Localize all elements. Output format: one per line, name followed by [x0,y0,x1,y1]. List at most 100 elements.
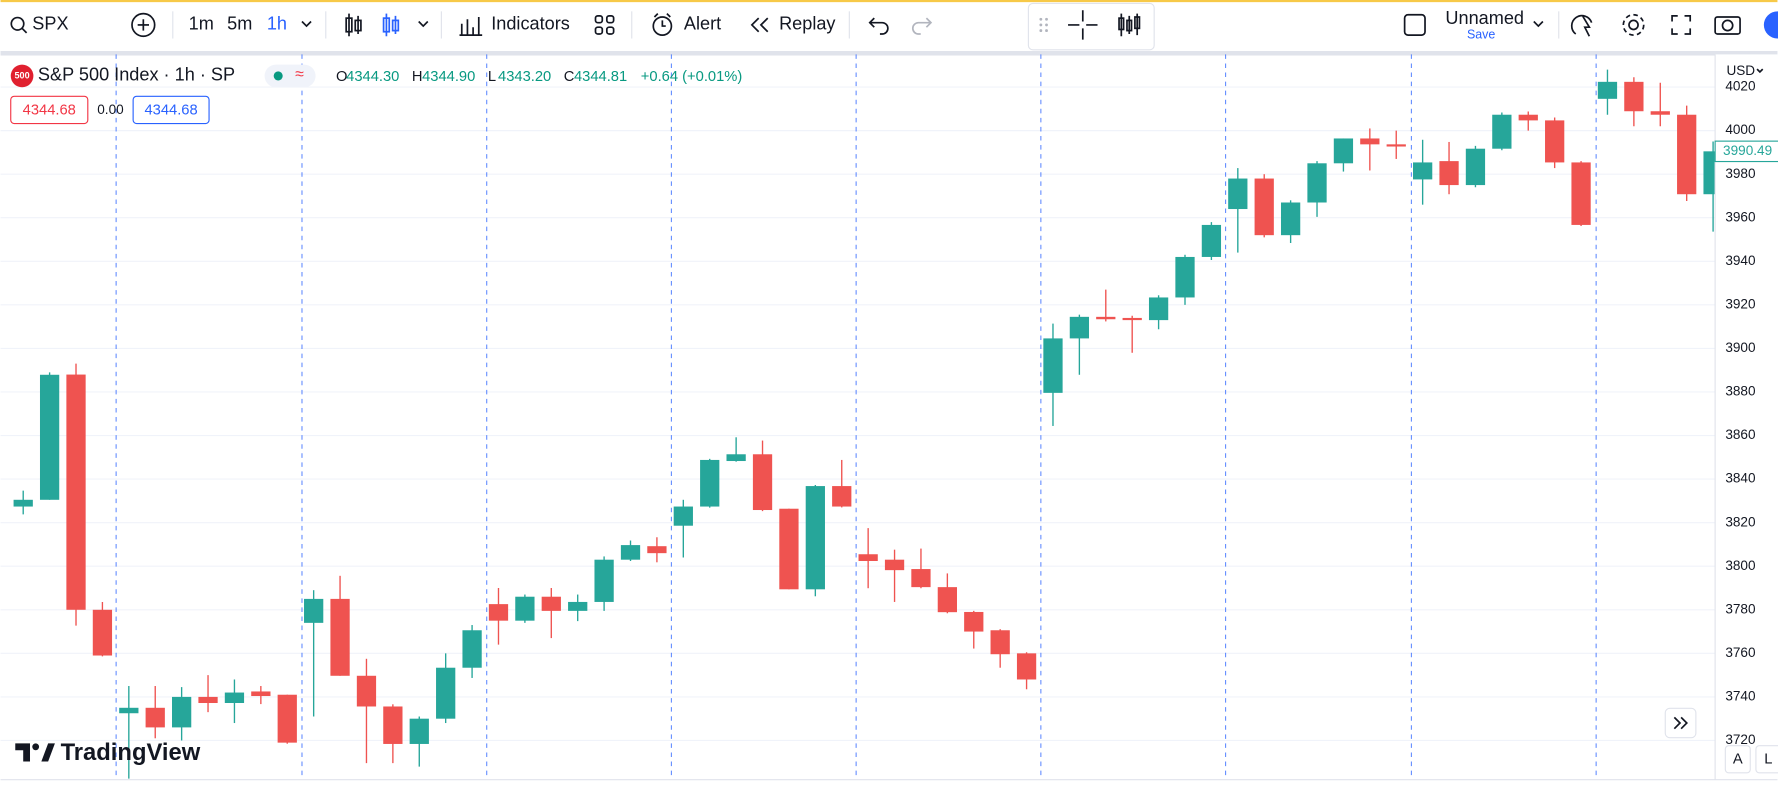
auto-scale-button[interactable] [1724,745,1751,774]
sell-price[interactable]: 4344.68 [23,102,76,118]
compare-button[interactable] [131,12,156,38]
indicators-label[interactable]: Indicators [491,14,570,34]
candle-body [1492,114,1512,149]
candle-body [620,545,641,560]
status-pill[interactable] [264,64,316,88]
replay-label[interactable]: Replay [779,14,836,34]
candle-body [330,598,350,676]
candle-body [884,559,905,571]
toolbar-bg [0,2,1778,51]
candle-body [488,604,509,621]
currency-menu[interactable] [1756,68,1764,74]
logo-text[interactable]: TradingView [61,739,201,766]
sell-box[interactable] [10,95,89,125]
candle-body [937,587,957,613]
candle-body [409,718,429,744]
grid [0,86,1716,742]
candle-body [1650,111,1670,115]
y-tick-label: 3840 [1725,471,1756,486]
candle-body [277,694,297,743]
layout-menu[interactable] [1533,20,1544,28]
log-scale-button[interactable] [1755,745,1778,774]
candle-body [1413,162,1433,180]
interval[interactable]: 5m [227,14,252,34]
candle-body [1386,144,1406,147]
candle-body [1703,151,1716,195]
last-price-box [1714,140,1778,163]
candle-body [1016,653,1037,680]
data-status: ≈ [295,66,304,83]
candle-body [1571,162,1591,225]
candle-body [1677,114,1697,195]
currency[interactable]: USD [1726,63,1755,78]
toolbar: SPX 1m 5m 1h Indicators Alert [0,0,1778,56]
candles [13,69,1716,779]
interval[interactable]: 1h [267,14,287,34]
candle-body [832,486,852,507]
y-tick-label: 3920 [1725,296,1756,311]
interval-menu[interactable] [301,20,312,28]
toolbar-divider [0,50,1778,56]
bar-replay-button[interactable] [1118,13,1141,37]
candle-body [779,508,799,590]
buy-box[interactable] [132,95,210,125]
chart-style[interactable] [345,13,429,37]
candle-body [13,499,33,507]
snapshot-button[interactable] [1714,16,1741,35]
redo-button[interactable] [912,17,933,35]
profile-button[interactable] [1763,11,1778,39]
y-tick-label: 3800 [1725,558,1756,573]
y-tick-label: 3780 [1725,601,1756,616]
candle-body [1043,338,1063,393]
quick-search-button[interactable] [1570,14,1593,37]
settings-button[interactable] [1622,13,1645,36]
alert-label[interactable]: Alert [684,14,721,34]
y-tick-label: 3740 [1725,688,1756,703]
floating-toolbar [1027,2,1155,51]
candle-body [1624,81,1644,112]
candle-body [911,569,931,588]
drag-handle[interactable] [1039,17,1048,33]
candle-body [858,554,878,561]
candle-body [1333,138,1354,164]
session-separators [115,54,1597,780]
candle-body [1201,224,1222,257]
undo-button[interactable] [868,17,889,35]
candle-body [726,454,746,462]
auto-scale-label[interactable]: A [1733,752,1743,768]
templates-button[interactable] [594,15,615,35]
candle-body [568,601,588,611]
logo[interactable]: TradingView [15,739,201,766]
save-button[interactable]: Save [1467,27,1495,41]
layout-name[interactable]: Unnamed [1445,8,1524,28]
interval[interactable]: 1m [189,14,214,34]
candle-body [198,696,218,704]
ohlc-value: 4343.20 [498,69,551,85]
candle-body [436,667,456,719]
top-border [0,0,1778,3]
change: +0.64 (+0.01%) [641,69,742,85]
ohlc-label: O [336,69,347,85]
legend-title[interactable]: S&P 500 Index · 1h · SP [38,65,235,85]
market-status [273,71,283,81]
y-tick-label: 3760 [1725,645,1756,660]
layout-checkbox[interactable] [1403,13,1426,36]
alert-button[interactable]: Alert [652,12,721,36]
candle-body [805,486,825,590]
buy-price[interactable]: 4344.68 [144,102,197,118]
crosshair-button[interactable] [1068,10,1098,40]
scroll-right-icon [1673,716,1689,730]
replay-button[interactable]: Replay [750,14,837,34]
y-tick-label: 3980 [1725,166,1756,181]
indicators-button[interactable]: Indicators [459,14,570,36]
candle-body [251,691,271,697]
candle-body [1228,178,1248,210]
symbol[interactable]: SPX [32,14,68,34]
candle-body [594,559,614,602]
candle-body [224,692,245,704]
candle-body [1439,161,1459,186]
fullscreen-button[interactable] [1671,15,1692,35]
symbol-search[interactable]: SPX [10,14,69,34]
y-tick-label: 3940 [1725,253,1756,268]
log-scale-label[interactable]: L [1764,752,1772,768]
